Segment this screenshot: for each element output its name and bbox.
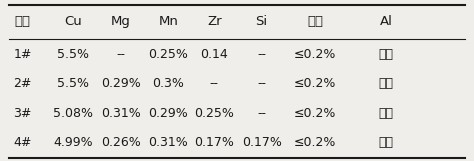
Text: 0.25%: 0.25% (194, 107, 234, 120)
Text: Zr: Zr (207, 15, 221, 28)
Text: 0.14: 0.14 (201, 48, 228, 61)
Text: 合金: 合金 (15, 15, 31, 28)
Text: 余量: 余量 (379, 48, 394, 61)
Text: 5.5%: 5.5% (57, 48, 90, 61)
Text: --: -- (257, 77, 266, 90)
Text: 3#: 3# (14, 107, 32, 120)
Text: 2#: 2# (14, 77, 32, 90)
Text: ≤0.2%: ≤0.2% (294, 48, 337, 61)
Text: Al: Al (380, 15, 393, 28)
Text: 其他: 其他 (307, 15, 323, 28)
Text: Mg: Mg (111, 15, 131, 28)
Text: 5.08%: 5.08% (54, 107, 93, 120)
Text: 0.26%: 0.26% (101, 137, 141, 149)
Text: Cu: Cu (64, 15, 82, 28)
Text: --: -- (257, 107, 266, 120)
Text: 0.3%: 0.3% (152, 77, 184, 90)
Text: 0.31%: 0.31% (148, 137, 188, 149)
Text: Si: Si (255, 15, 268, 28)
Text: 0.17%: 0.17% (242, 137, 282, 149)
Text: --: -- (210, 77, 219, 90)
Text: 0.17%: 0.17% (194, 137, 234, 149)
Text: ≤0.2%: ≤0.2% (294, 77, 337, 90)
Text: ≤0.2%: ≤0.2% (294, 107, 337, 120)
Text: 4.99%: 4.99% (54, 137, 93, 149)
Text: 余量: 余量 (379, 107, 394, 120)
Text: ≤0.2%: ≤0.2% (294, 137, 337, 149)
Text: 余量: 余量 (379, 77, 394, 90)
Text: Mn: Mn (158, 15, 178, 28)
Text: 0.31%: 0.31% (101, 107, 141, 120)
Text: 5.5%: 5.5% (57, 77, 90, 90)
Text: 0.25%: 0.25% (148, 48, 188, 61)
Text: 余量: 余量 (379, 137, 394, 149)
Text: 0.29%: 0.29% (148, 107, 188, 120)
Text: --: -- (257, 48, 266, 61)
Text: 4#: 4# (14, 137, 32, 149)
Text: 0.29%: 0.29% (101, 77, 141, 90)
Text: 1#: 1# (14, 48, 32, 61)
Text: --: -- (117, 48, 125, 61)
